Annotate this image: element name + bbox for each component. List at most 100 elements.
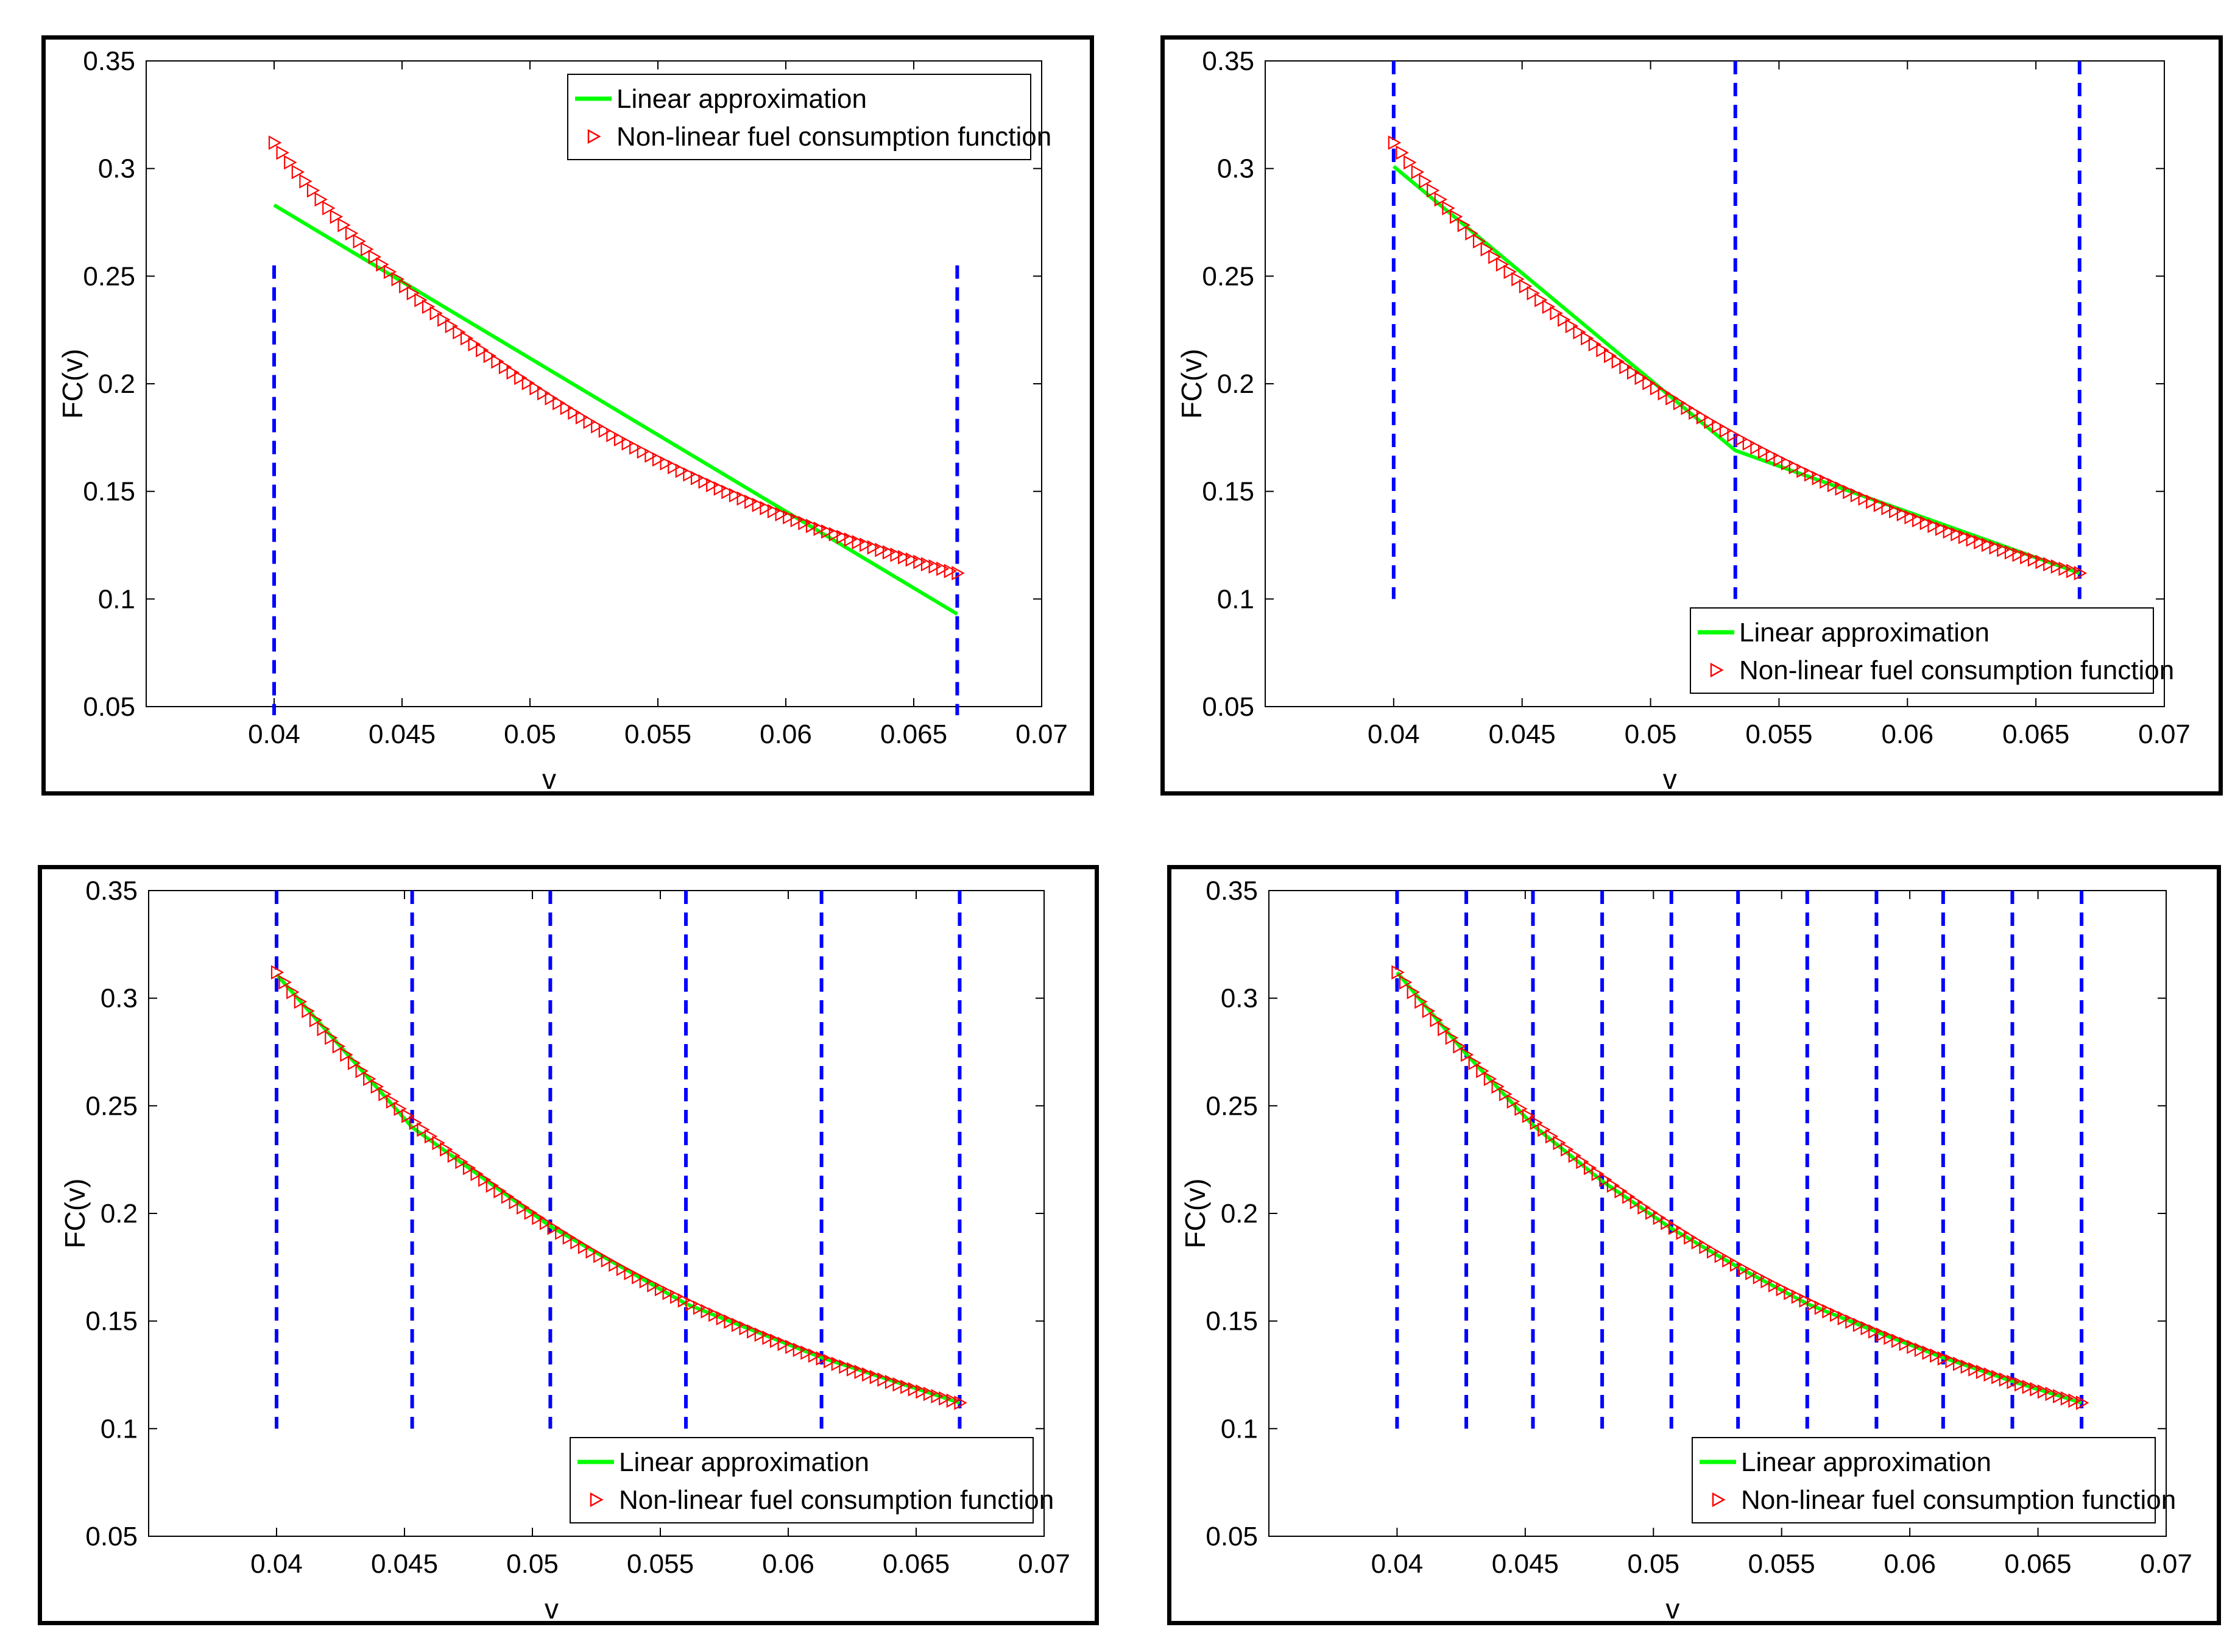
- nonlinear-marker: [869, 1369, 883, 1385]
- nonlinear-marker: [468, 337, 481, 352]
- nonlinear-marker: [928, 559, 942, 574]
- nonlinear-marker: [1676, 1225, 1689, 1240]
- nonlinear-marker: [532, 1210, 545, 1226]
- nonlinear-marker: [616, 1262, 630, 1276]
- nonlinear-marker: [476, 342, 489, 358]
- nonlinear-marker: [800, 1345, 814, 1360]
- nonlinear-marker: [325, 1030, 338, 1045]
- nonlinear-marker: [1576, 1154, 1589, 1170]
- nonlinear-marker: [1699, 1240, 1712, 1254]
- y-tick-label: 0.25: [1206, 1091, 1258, 1121]
- nonlinear-marker: [923, 1386, 937, 1402]
- x-tick-label: 0.055: [627, 1549, 694, 1579]
- nonlinear-marker: [1399, 975, 1413, 990]
- x-tick-label: 0.07: [1015, 719, 1068, 749]
- nonlinear-marker: [577, 1240, 591, 1254]
- y-tick-label: 0.35: [1202, 46, 1254, 76]
- nonlinear-marker: [1453, 1039, 1466, 1054]
- nonlinear-marker: [1626, 365, 1640, 380]
- nonlinear-marker: [1799, 1293, 1812, 1308]
- nonlinear-marker: [1919, 515, 1933, 531]
- nonlinear-marker: [939, 1391, 952, 1406]
- nonlinear-marker: [1758, 444, 1771, 459]
- x-tick-label: 0.045: [1489, 719, 1556, 749]
- nonlinear-marker: [1696, 410, 1710, 425]
- nonlinear-marker: [562, 1230, 576, 1245]
- nonlinear-marker: [613, 432, 627, 447]
- nonlinear-marker: [1465, 226, 1478, 241]
- nonlinear-marker: [1468, 1056, 1481, 1070]
- legend-nonlinear-swatch: [1712, 1492, 1726, 1508]
- y-axis-label: FC(v): [1176, 349, 1207, 419]
- nonlinear-marker: [2076, 1396, 2089, 1410]
- nonlinear-marker: [1499, 1087, 1513, 1102]
- nonlinear-marker: [1719, 423, 1733, 438]
- legend-nonlinear-label: Non-linear fuel consumption function: [1741, 1485, 2176, 1515]
- nonlinear-marker: [747, 1324, 760, 1339]
- y-tick-label: 0.25: [1202, 261, 1254, 291]
- x-axis-label: v: [1665, 1593, 1679, 1625]
- nonlinear-marker: [1807, 1297, 1820, 1311]
- nonlinear-marker: [1860, 1321, 1874, 1336]
- nonlinear-marker: [647, 1277, 660, 1293]
- nonlinear-marker: [675, 464, 689, 478]
- nonlinear-marker: [1914, 1343, 1928, 1357]
- nonlinear-marker: [406, 286, 420, 301]
- y-tick-label: 0.25: [85, 1091, 138, 1121]
- nonlinear-marker: [1773, 452, 1787, 467]
- nonlinear-marker: [1642, 375, 1656, 390]
- plot-area: 0.04 0.045 0.05 0.055 0.06 0.065 0.07 0.05 0.1 0.…: [57, 46, 1068, 795]
- nonlinear-marker: [946, 1393, 960, 1408]
- nonlinear-marker: [713, 481, 727, 496]
- nonlinear-marker: [376, 257, 389, 272]
- nonlinear-marker: [739, 1321, 752, 1336]
- nonlinear-marker: [585, 1244, 599, 1259]
- nonlinear-marker: [553, 395, 566, 411]
- linear-approximation-series: [275, 973, 961, 1405]
- x-tick-label: 0.07: [2140, 1549, 2192, 1579]
- x-tick-label: 0.05: [1625, 719, 1677, 749]
- nonlinear-marker: [1912, 513, 1926, 528]
- nonlinear-marker: [1522, 1109, 1536, 1123]
- y-tick-label: 0.35: [83, 46, 135, 76]
- nonlinear-marker: [337, 217, 351, 233]
- nonlinear-marker: [690, 470, 704, 485]
- nonlinear-marker: [1506, 1094, 1520, 1109]
- nonlinear-marker: [1691, 1235, 1705, 1250]
- chart-panel-1-breakpoints-2: 0.04 0.045 0.05 0.055 0.06 0.065 0.07 0.05 0.1 0.…: [41, 35, 1094, 796]
- nonlinear-marker: [1606, 1178, 1620, 1193]
- x-axis-label: v: [1663, 763, 1677, 795]
- nonlinear-marker: [831, 1357, 845, 1371]
- nonlinear-marker: [399, 279, 412, 294]
- nonlinear-marker: [2027, 552, 2041, 567]
- y-tick-label: 0.1: [1221, 1414, 1258, 1444]
- y-tick-label: 0.15: [83, 477, 135, 507]
- nonlinear-marker: [760, 501, 773, 515]
- nonlinear-marker: [2022, 1379, 2036, 1394]
- nonlinear-marker: [1403, 155, 1417, 170]
- nonlinear-marker: [1760, 1274, 1774, 1289]
- nonlinear-marker: [1472, 234, 1486, 249]
- nonlinear-marker: [662, 1285, 676, 1301]
- y-tick-label: 0.15: [1206, 1307, 1258, 1336]
- nonlinear-marker: [1784, 1285, 1797, 1301]
- nonlinear-marker: [345, 226, 359, 241]
- nonlinear-marker: [455, 1154, 468, 1170]
- y-tick-label: 0.2: [1217, 369, 1254, 399]
- y-axis-label: FC(v): [1179, 1179, 1211, 1249]
- nonlinear-marker: [846, 1361, 860, 1377]
- nonlinear-marker: [462, 1160, 476, 1176]
- nonlinear-marker: [1922, 1345, 1935, 1360]
- nonlinear-marker: [1837, 1311, 1851, 1325]
- nonlinear-marker: [729, 488, 743, 503]
- y-tick-label: 0.1: [1217, 584, 1254, 614]
- nonlinear-marker: [368, 249, 382, 264]
- nonlinear-marker: [1514, 1101, 1528, 1117]
- nonlinear-marker: [1622, 1189, 1636, 1204]
- nonlinear-marker: [900, 1379, 914, 1394]
- nonlinear-marker: [839, 1359, 852, 1374]
- nonlinear-marker: [844, 532, 858, 547]
- nonlinear-marker: [1491, 1079, 1505, 1094]
- nonlinear-marker: [1668, 1220, 1682, 1235]
- x-tick-label: 0.04: [250, 1549, 303, 1579]
